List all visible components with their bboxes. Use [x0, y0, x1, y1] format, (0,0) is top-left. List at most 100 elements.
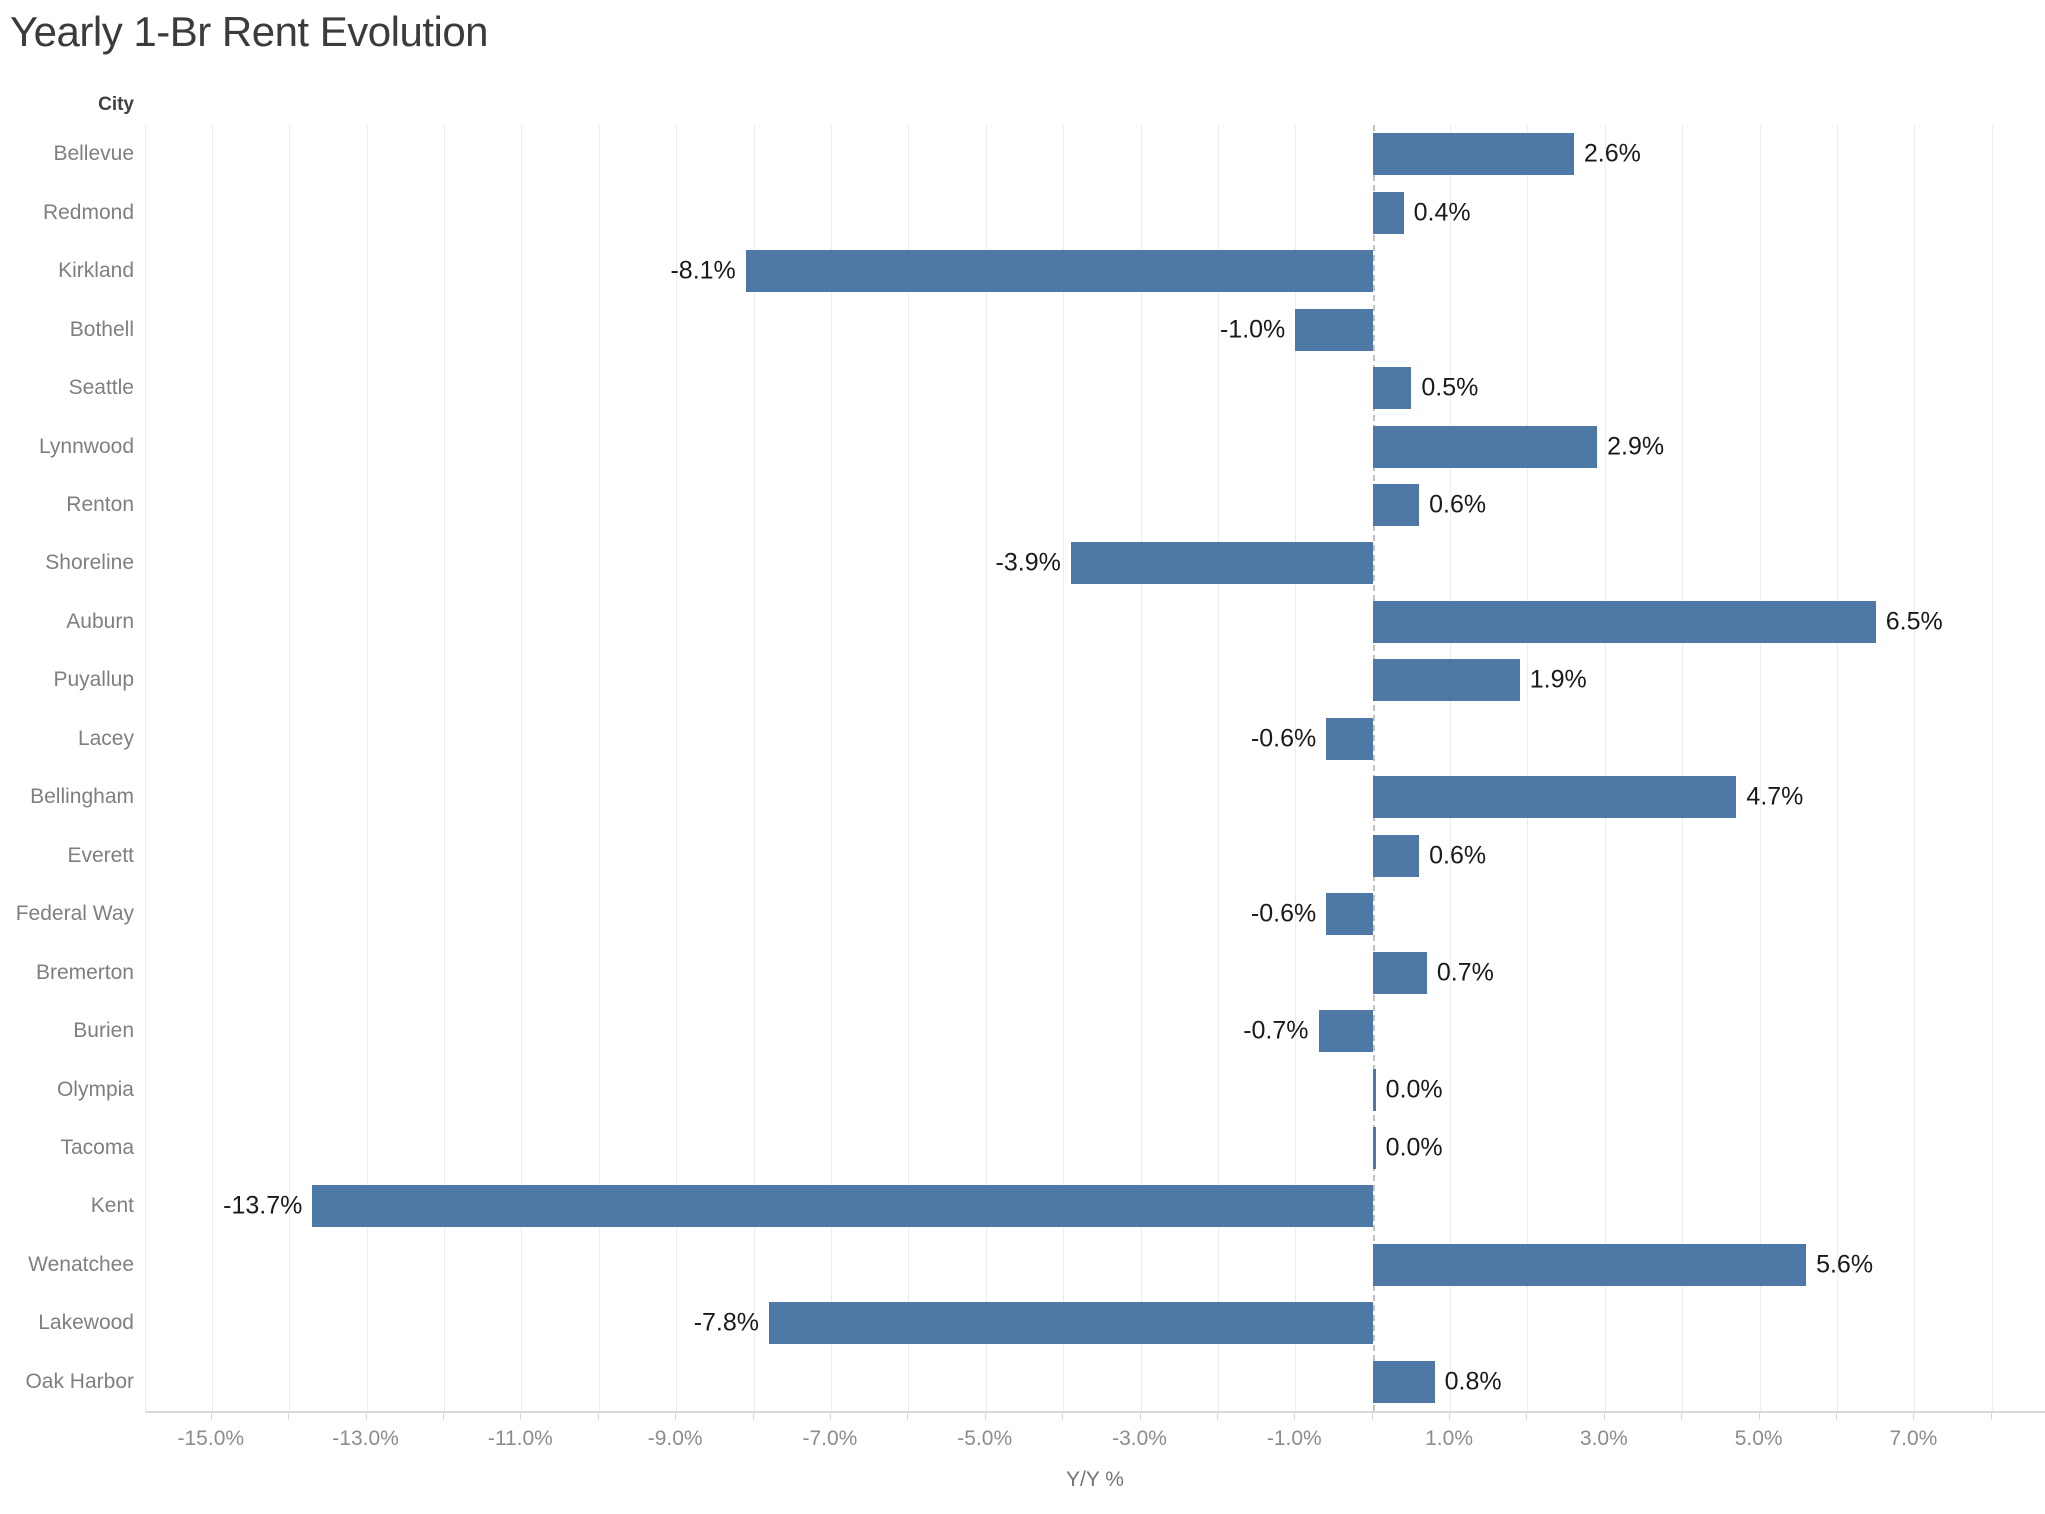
- value-label-oak-harbor: 0.8%: [1444, 1367, 1502, 1396]
- bar-bothell[interactable]: [1295, 308, 1373, 351]
- category-label-bellevue: Bellevue: [53, 142, 134, 166]
- gridline: [1217, 125, 1219, 1411]
- x-tick-label: 5.0%: [1734, 1427, 1783, 1450]
- x-tick-label: -9.0%: [647, 1427, 703, 1450]
- gridline: [1837, 125, 1839, 1411]
- bar-everett[interactable]: [1372, 834, 1420, 877]
- x-tick-mark: [1139, 1413, 1141, 1420]
- gridline: [676, 125, 678, 1411]
- bar-tacoma[interactable]: [1372, 1126, 1376, 1169]
- value-label-kent: -13.7%: [223, 1191, 303, 1220]
- bar-oak-harbor[interactable]: [1372, 1360, 1435, 1403]
- x-tick-label: 1.0%: [1425, 1427, 1473, 1450]
- x-tick-mark: [1836, 1413, 1838, 1420]
- gridline: [985, 125, 987, 1411]
- category-label-federal-way: Federal Way: [15, 902, 134, 926]
- x-tick-mark: [1603, 1413, 1605, 1420]
- x-tick-label: -7.0%: [802, 1427, 858, 1450]
- x-tick-label: -5.0%: [957, 1427, 1013, 1450]
- x-tick-mark: [984, 1413, 986, 1420]
- value-label-lynnwood: 2.9%: [1607, 432, 1665, 460]
- category-label-seattle: Seattle: [68, 376, 134, 400]
- x-tick-mark: [597, 1413, 599, 1420]
- category-label-lakewood: Lakewood: [38, 1311, 134, 1335]
- bar-olympia[interactable]: [1372, 1068, 1376, 1111]
- value-label-wenatchee: 5.6%: [1816, 1250, 1874, 1279]
- x-axis-title: Y/Y %: [1066, 1468, 1124, 1491]
- value-label-lacey: -0.6%: [1250, 724, 1317, 753]
- x-tick-mark: [1371, 1413, 1373, 1420]
- x-tick-mark: [1062, 1413, 1064, 1420]
- x-tick-mark: [829, 1413, 831, 1420]
- gridline: [443, 125, 445, 1411]
- gridline: [211, 125, 213, 1411]
- bar-burien[interactable]: [1318, 1010, 1373, 1053]
- value-label-olympia: 0.0%: [1385, 1075, 1443, 1103]
- category-label-kirkland: Kirkland: [58, 259, 134, 283]
- x-tick-mark: [675, 1413, 677, 1420]
- zero-baseline: [1372, 125, 1375, 1411]
- gridline: [908, 125, 910, 1411]
- chart-title: Yearly 1-Br Rent Evolution: [10, 8, 489, 55]
- x-tick-mark: [1216, 1413, 1218, 1420]
- category-label-olympia: Olympia: [56, 1077, 134, 1101]
- gridline: [1295, 125, 1297, 1411]
- category-label-lacey: Lacey: [77, 726, 134, 750]
- x-tick-mark: [365, 1413, 367, 1420]
- value-label-everett: 0.6%: [1429, 841, 1487, 870]
- category-label-renton: Renton: [66, 492, 134, 516]
- gridline: [1759, 125, 1761, 1411]
- value-label-bremerton: 0.7%: [1436, 958, 1494, 987]
- category-label-oak-harbor: Oak Harbor: [25, 1369, 134, 1393]
- category-label-puyallup: Puyallup: [53, 668, 134, 692]
- value-label-bellevue: 2.6%: [1583, 139, 1641, 168]
- category-label-lynnwood: Lynnwood: [39, 434, 134, 458]
- bar-wenatchee[interactable]: [1372, 1243, 1807, 1286]
- x-tick-label: -15.0%: [177, 1427, 245, 1450]
- x-tick-label: 3.0%: [1579, 1427, 1628, 1450]
- bar-seattle[interactable]: [1372, 367, 1412, 410]
- bar-kirkland[interactable]: [745, 250, 1373, 293]
- gridline: [521, 125, 523, 1411]
- x-tick-mark: [442, 1413, 444, 1420]
- category-label-auburn: Auburn: [66, 609, 134, 633]
- plot-area: 2.6% 0.4% -8.1% -1.0% 0.5% 2.9% 0.6% -3.9% 6.5% 1…: [145, 125, 2045, 1413]
- gridline: [1604, 125, 1606, 1411]
- bar-shoreline[interactable]: [1070, 542, 1373, 585]
- value-label-federal-way: -0.6%: [1250, 899, 1317, 928]
- bar-lakewood[interactable]: [769, 1302, 1373, 1345]
- gridline: [1140, 125, 1142, 1411]
- gridline: [1914, 125, 1916, 1411]
- bar-lacey[interactable]: [1326, 717, 1373, 760]
- gridline: [1450, 125, 1452, 1411]
- bar-puyallup[interactable]: [1372, 659, 1520, 702]
- x-tick-mark: [752, 1413, 754, 1420]
- value-label-tacoma: 0.0%: [1385, 1133, 1443, 1162]
- bar-kent[interactable]: [312, 1185, 1373, 1228]
- gridline: [753, 125, 755, 1411]
- bar-auburn[interactable]: [1372, 600, 1876, 643]
- x-tick-label: -11.0%: [487, 1427, 553, 1450]
- bar-renton[interactable]: [1372, 483, 1420, 526]
- bar-redmond[interactable]: [1372, 191, 1404, 234]
- bar-bremerton[interactable]: [1372, 951, 1427, 994]
- category-label-shoreline: Shoreline: [45, 551, 134, 575]
- x-tick-mark: [1294, 1413, 1296, 1420]
- value-label-renton: 0.6%: [1429, 490, 1487, 519]
- value-label-bellingham: 4.7%: [1746, 782, 1804, 811]
- value-label-puyallup: 1.9%: [1529, 665, 1587, 694]
- value-label-kirkland: -8.1%: [670, 256, 736, 285]
- gridline: [1527, 125, 1529, 1411]
- x-tick-mark: [907, 1413, 909, 1420]
- bar-federal-way[interactable]: [1326, 893, 1373, 936]
- category-label-bremerton: Bremerton: [35, 960, 134, 984]
- x-tick-mark: [288, 1413, 290, 1420]
- bar-bellingham[interactable]: [1372, 776, 1737, 819]
- x-tick-label: -3.0%: [1112, 1427, 1167, 1450]
- bar-lynnwood[interactable]: [1372, 425, 1598, 468]
- x-tick-mark: [1990, 1413, 1992, 1420]
- category-label-redmond: Redmond: [42, 200, 134, 224]
- bar-bellevue[interactable]: [1372, 133, 1574, 176]
- gridline: [830, 125, 832, 1411]
